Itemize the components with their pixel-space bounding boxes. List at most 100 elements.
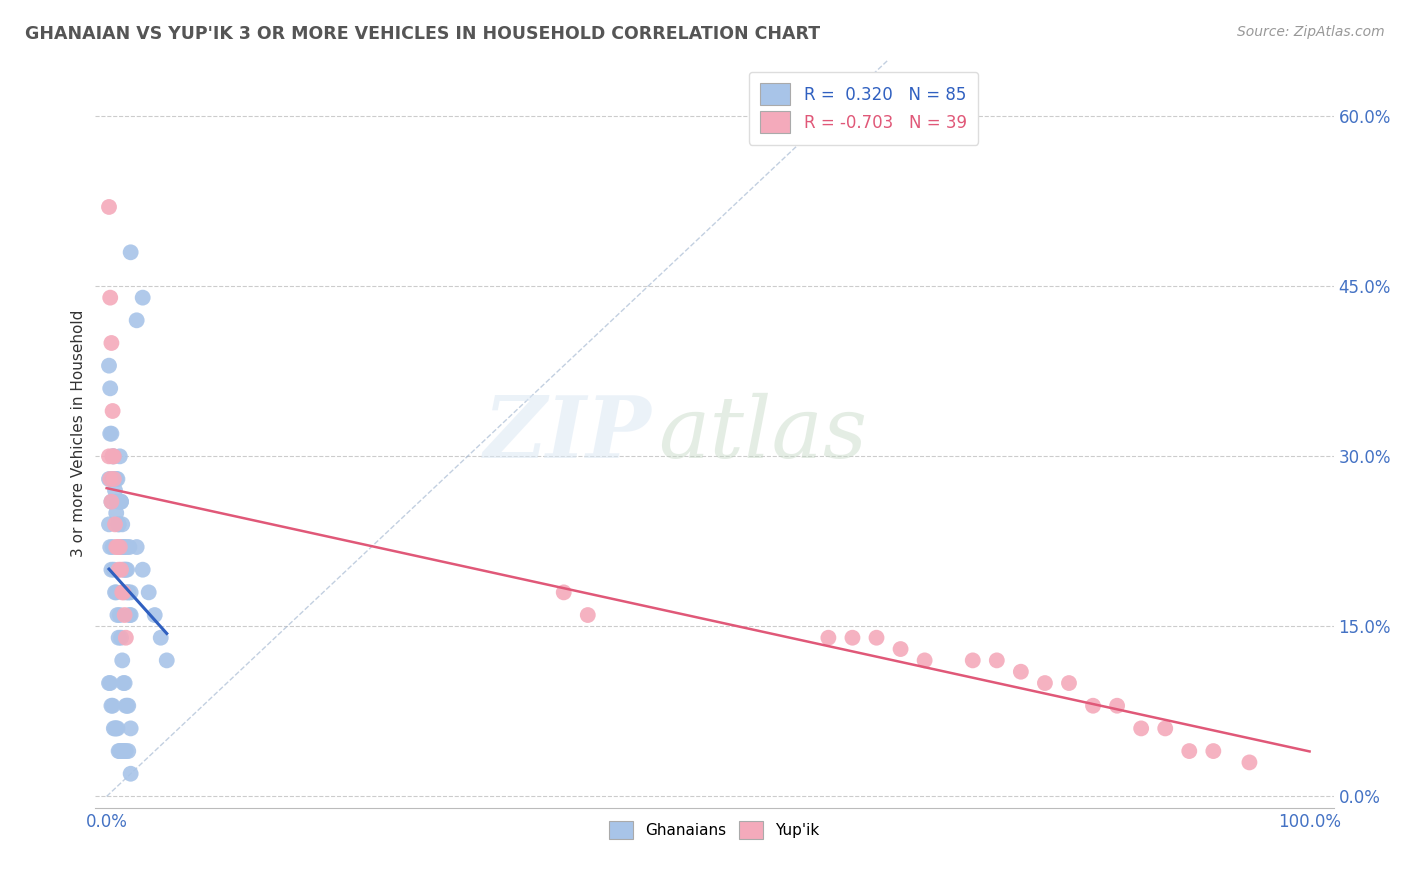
Point (117, 698, 139, 713)
Point (100, 336, 122, 351)
Point (553, 585, 575, 599)
Point (117, 585, 139, 599)
Point (98, 450, 121, 464)
Point (107, 517, 129, 532)
Point (1130, 722, 1153, 736)
Point (110, 631, 132, 645)
Point (131, 291, 153, 305)
Point (576, 608, 599, 623)
Point (114, 563, 136, 577)
Text: ZIP: ZIP (484, 392, 652, 475)
Point (107, 540, 129, 554)
Point (104, 722, 127, 736)
Point (115, 698, 138, 713)
Point (101, 472, 124, 486)
Text: GHANAIAN VS YUP'IK 3 OR MORE VEHICLES IN HOUSEHOLD CORRELATION CHART: GHANAIAN VS YUP'IK 3 OR MORE VEHICLES IN… (25, 25, 821, 43)
Point (1057, 676, 1080, 690)
Text: atlas: atlas (658, 392, 868, 475)
Point (111, 540, 134, 554)
Point (115, 744, 138, 758)
Point (105, 506, 128, 520)
Point (111, 585, 134, 599)
Point (110, 744, 132, 758)
Point (115, 563, 138, 577)
Point (1154, 722, 1177, 736)
Point (98, 381, 121, 395)
Point (104, 472, 127, 486)
Point (103, 563, 125, 577)
Point (1107, 698, 1129, 713)
Point (107, 563, 129, 577)
Point (104, 585, 127, 599)
Point (112, 676, 135, 690)
Point (1178, 744, 1201, 758)
Point (111, 517, 134, 532)
Point (110, 563, 132, 577)
Point (1202, 744, 1225, 758)
Point (107, 517, 129, 532)
Point (101, 450, 124, 464)
Point (103, 450, 125, 464)
Point (1239, 756, 1261, 770)
Point (817, 631, 839, 645)
Point (120, 722, 142, 736)
Point (101, 540, 124, 554)
Point (107, 722, 129, 736)
Point (890, 642, 912, 657)
Point (112, 744, 135, 758)
Point (118, 540, 141, 554)
Point (105, 722, 128, 736)
Point (115, 585, 138, 599)
Point (118, 608, 141, 623)
Point (125, 540, 148, 554)
Point (107, 494, 129, 508)
Point (101, 450, 124, 464)
Point (100, 563, 122, 577)
Point (98, 676, 121, 690)
Point (103, 472, 125, 486)
Point (143, 608, 166, 623)
Point (105, 472, 128, 486)
Point (1081, 698, 1104, 713)
Point (112, 540, 135, 554)
Point (120, 766, 142, 780)
Point (108, 540, 131, 554)
Point (117, 585, 139, 599)
Point (107, 472, 129, 486)
Point (98, 540, 121, 554)
Point (114, 608, 136, 623)
Point (114, 744, 136, 758)
Point (98, 472, 121, 486)
Point (98, 472, 121, 486)
Point (120, 608, 142, 623)
Point (111, 653, 134, 667)
Point (98, 291, 121, 305)
Point (114, 540, 136, 554)
Point (98, 517, 121, 532)
Point (117, 744, 139, 758)
Point (986, 653, 1008, 667)
Point (125, 313, 148, 327)
Point (98, 359, 121, 373)
Point (108, 744, 131, 758)
Point (115, 698, 138, 713)
Point (103, 722, 125, 736)
Point (110, 494, 132, 508)
Point (120, 585, 142, 599)
Point (914, 653, 936, 667)
Point (120, 245, 142, 260)
Point (156, 653, 179, 667)
Point (865, 631, 887, 645)
Point (104, 483, 127, 498)
Point (138, 585, 160, 599)
Y-axis label: 3 or more Vehicles in Household: 3 or more Vehicles in Household (72, 310, 86, 558)
Point (100, 426, 122, 441)
Point (98, 426, 121, 441)
Point (115, 540, 138, 554)
Point (101, 404, 124, 418)
Legend: Ghanaians, Yup'ik: Ghanaians, Yup'ik (603, 815, 825, 845)
Point (100, 494, 122, 508)
Point (104, 517, 127, 532)
Point (841, 631, 863, 645)
Point (108, 450, 131, 464)
